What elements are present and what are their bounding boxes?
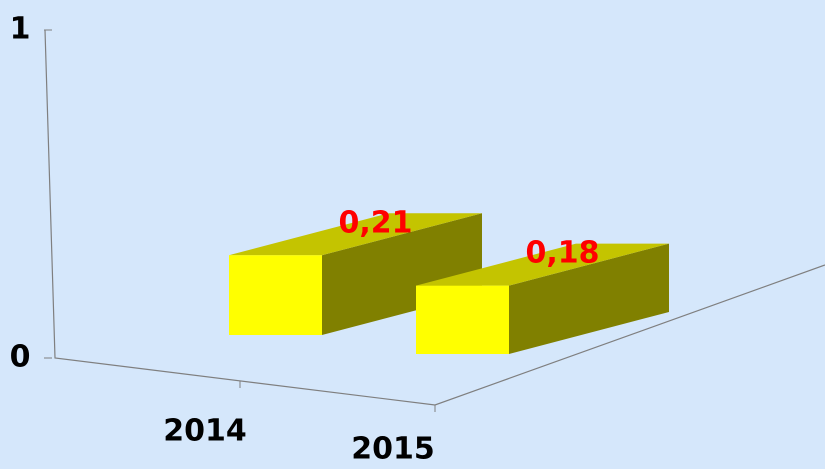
bar — [229, 255, 322, 335]
value-label: 0,21 — [338, 205, 412, 240]
x-tick-label: 2014 — [163, 414, 247, 449]
bar — [416, 285, 509, 354]
floor-edges — [44, 29, 825, 406]
x-tick-label: 2015 — [351, 432, 435, 467]
y-tick-label: 0 — [10, 340, 31, 375]
bar-top — [229, 213, 482, 256]
bar-top — [416, 243, 669, 286]
bar-side — [509, 243, 669, 354]
bar-side — [322, 213, 482, 335]
value-label: 0,18 — [525, 236, 599, 271]
y-tick-label: 1 — [10, 12, 31, 47]
